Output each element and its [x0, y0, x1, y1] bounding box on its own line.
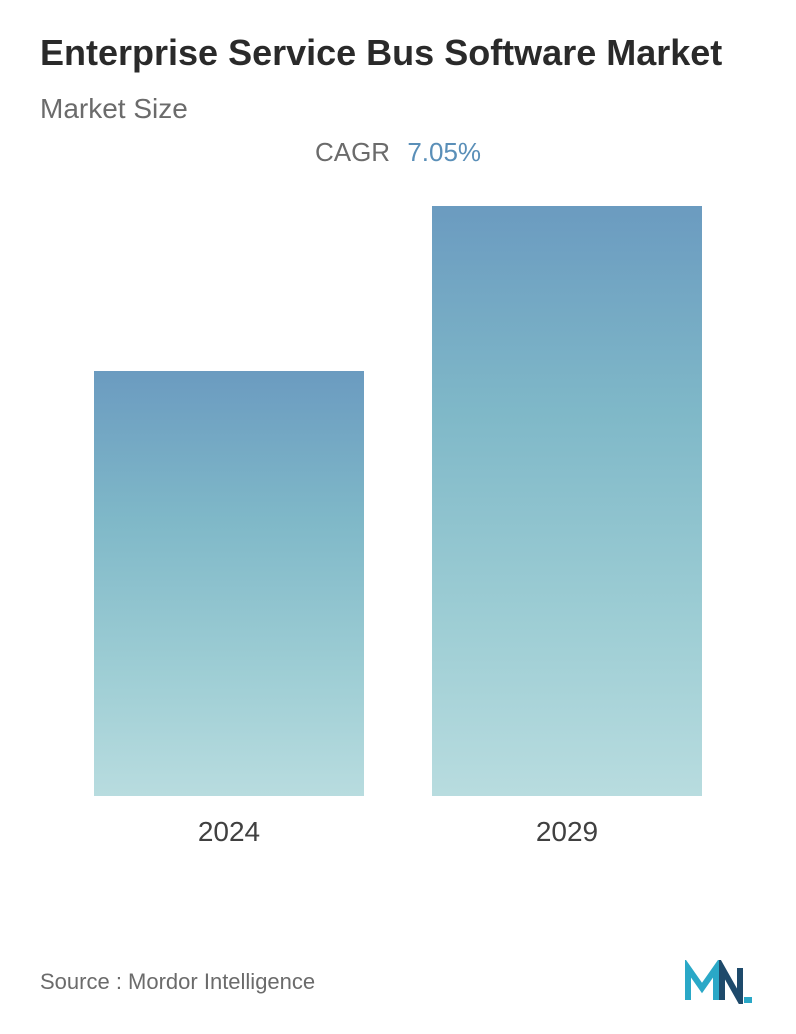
bar-label: 2024 [198, 816, 260, 848]
mordor-logo-icon [684, 960, 756, 1004]
bar-2029 [432, 206, 702, 796]
cagr-row: CAGR 7.05% [40, 137, 756, 168]
chart-title: Enterprise Service Bus Software Market [40, 30, 756, 75]
chart-footer: Source : Mordor Intelligence [40, 960, 756, 1004]
source-text: Source : Mordor Intelligence [40, 969, 315, 995]
bar-chart: 2024 2029 [40, 208, 756, 848]
cagr-value: 7.05% [407, 137, 481, 167]
cagr-label: CAGR [315, 137, 390, 167]
bar-group: 2029 [432, 206, 702, 848]
bar-label: 2029 [536, 816, 598, 848]
bar-2024 [94, 371, 364, 796]
bar-group: 2024 [94, 371, 364, 848]
chart-subtitle: Market Size [40, 93, 756, 125]
